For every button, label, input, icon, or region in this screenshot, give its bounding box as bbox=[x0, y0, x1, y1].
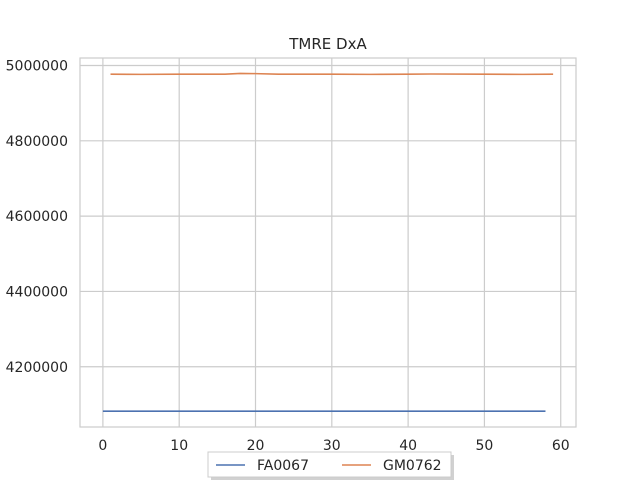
x-tick-label: 0 bbox=[98, 438, 107, 454]
chart-title: TMRE DxA bbox=[288, 35, 367, 53]
y-tick-label: 4400000 bbox=[6, 284, 68, 300]
x-tick-label: 10 bbox=[170, 438, 188, 454]
legend-label: FA0067 bbox=[257, 458, 309, 474]
x-tick-label: 50 bbox=[476, 438, 494, 454]
y-tick-label: 4600000 bbox=[6, 209, 68, 225]
y-tick-label: 5000000 bbox=[6, 59, 68, 75]
plot-area bbox=[80, 58, 576, 427]
series-line-gm0762 bbox=[111, 73, 554, 74]
legend: FA0067 GM0762 bbox=[208, 452, 454, 480]
y-tick-label: 4200000 bbox=[6, 360, 68, 376]
legend-label: GM0762 bbox=[383, 458, 442, 474]
series-lines bbox=[103, 73, 553, 411]
y-axis-ticks: 4200000 4400000 4600000 4800000 5000000 bbox=[6, 59, 68, 376]
grid bbox=[80, 58, 576, 427]
y-tick-label: 4800000 bbox=[6, 134, 68, 150]
x-tick-label: 60 bbox=[552, 438, 570, 454]
